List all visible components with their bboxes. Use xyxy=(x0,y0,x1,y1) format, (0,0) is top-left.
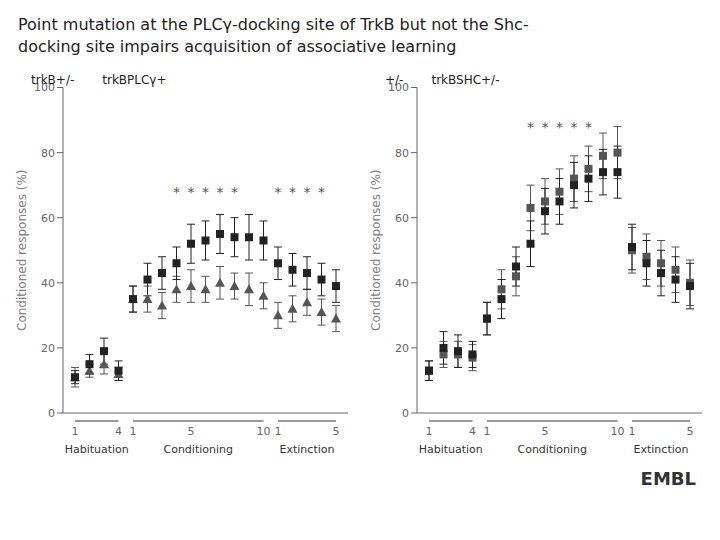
svg-text:*: * xyxy=(571,119,578,135)
svg-text:*: * xyxy=(556,119,563,135)
svg-text:1: 1 xyxy=(130,425,137,438)
svg-text:Conditioning: Conditioning xyxy=(163,443,233,456)
svg-text:Extinction: Extinction xyxy=(280,443,335,456)
svg-text:Habituation: Habituation xyxy=(419,443,483,456)
svg-text:*: * xyxy=(202,184,209,200)
svg-text:4: 4 xyxy=(469,425,476,438)
svg-text:40: 40 xyxy=(395,277,409,290)
svg-text:Habituation: Habituation xyxy=(65,443,129,456)
svg-text:20: 20 xyxy=(395,342,409,355)
svg-text:Extinction: Extinction xyxy=(634,443,689,456)
svg-text:Conditioned responses (%): Conditioned responses (%) xyxy=(369,170,383,331)
svg-text:10: 10 xyxy=(611,425,625,438)
svg-text:1: 1 xyxy=(484,425,491,438)
svg-text:60: 60 xyxy=(395,212,409,225)
svg-text:5: 5 xyxy=(687,425,694,438)
svg-text:1: 1 xyxy=(629,425,636,438)
svg-text:*: * xyxy=(217,184,224,200)
svg-text:*: * xyxy=(585,119,592,135)
svg-text:80: 80 xyxy=(41,147,55,160)
svg-text:100: 100 xyxy=(34,81,55,94)
svg-text:1: 1 xyxy=(72,425,79,438)
svg-text:5: 5 xyxy=(542,425,549,438)
svg-text:1: 1 xyxy=(275,425,282,438)
svg-text:*: * xyxy=(542,119,549,135)
svg-text:100: 100 xyxy=(388,81,409,94)
svg-text:80: 80 xyxy=(395,147,409,160)
svg-text:5: 5 xyxy=(333,425,340,438)
svg-text:Conditioned responses (%): Conditioned responses (%) xyxy=(15,170,29,331)
svg-text:40: 40 xyxy=(41,277,55,290)
svg-text:*: * xyxy=(289,184,296,200)
svg-text:*: * xyxy=(173,184,180,200)
svg-text:*: * xyxy=(188,184,195,200)
svg-text:*: * xyxy=(304,184,311,200)
svg-text:10: 10 xyxy=(257,425,271,438)
svg-text:60: 60 xyxy=(41,212,55,225)
svg-text:1: 1 xyxy=(426,425,433,438)
svg-text:*: * xyxy=(231,184,238,200)
svg-text:*: * xyxy=(275,184,282,200)
svg-text:0: 0 xyxy=(402,407,409,420)
svg-text:20: 20 xyxy=(41,342,55,355)
svg-text:*: * xyxy=(527,119,534,135)
svg-text:*: * xyxy=(318,184,325,200)
svg-text:5: 5 xyxy=(188,425,195,438)
svg-text:Conditioning: Conditioning xyxy=(517,443,587,456)
svg-text:4: 4 xyxy=(115,425,122,438)
svg-text:0: 0 xyxy=(48,407,55,420)
